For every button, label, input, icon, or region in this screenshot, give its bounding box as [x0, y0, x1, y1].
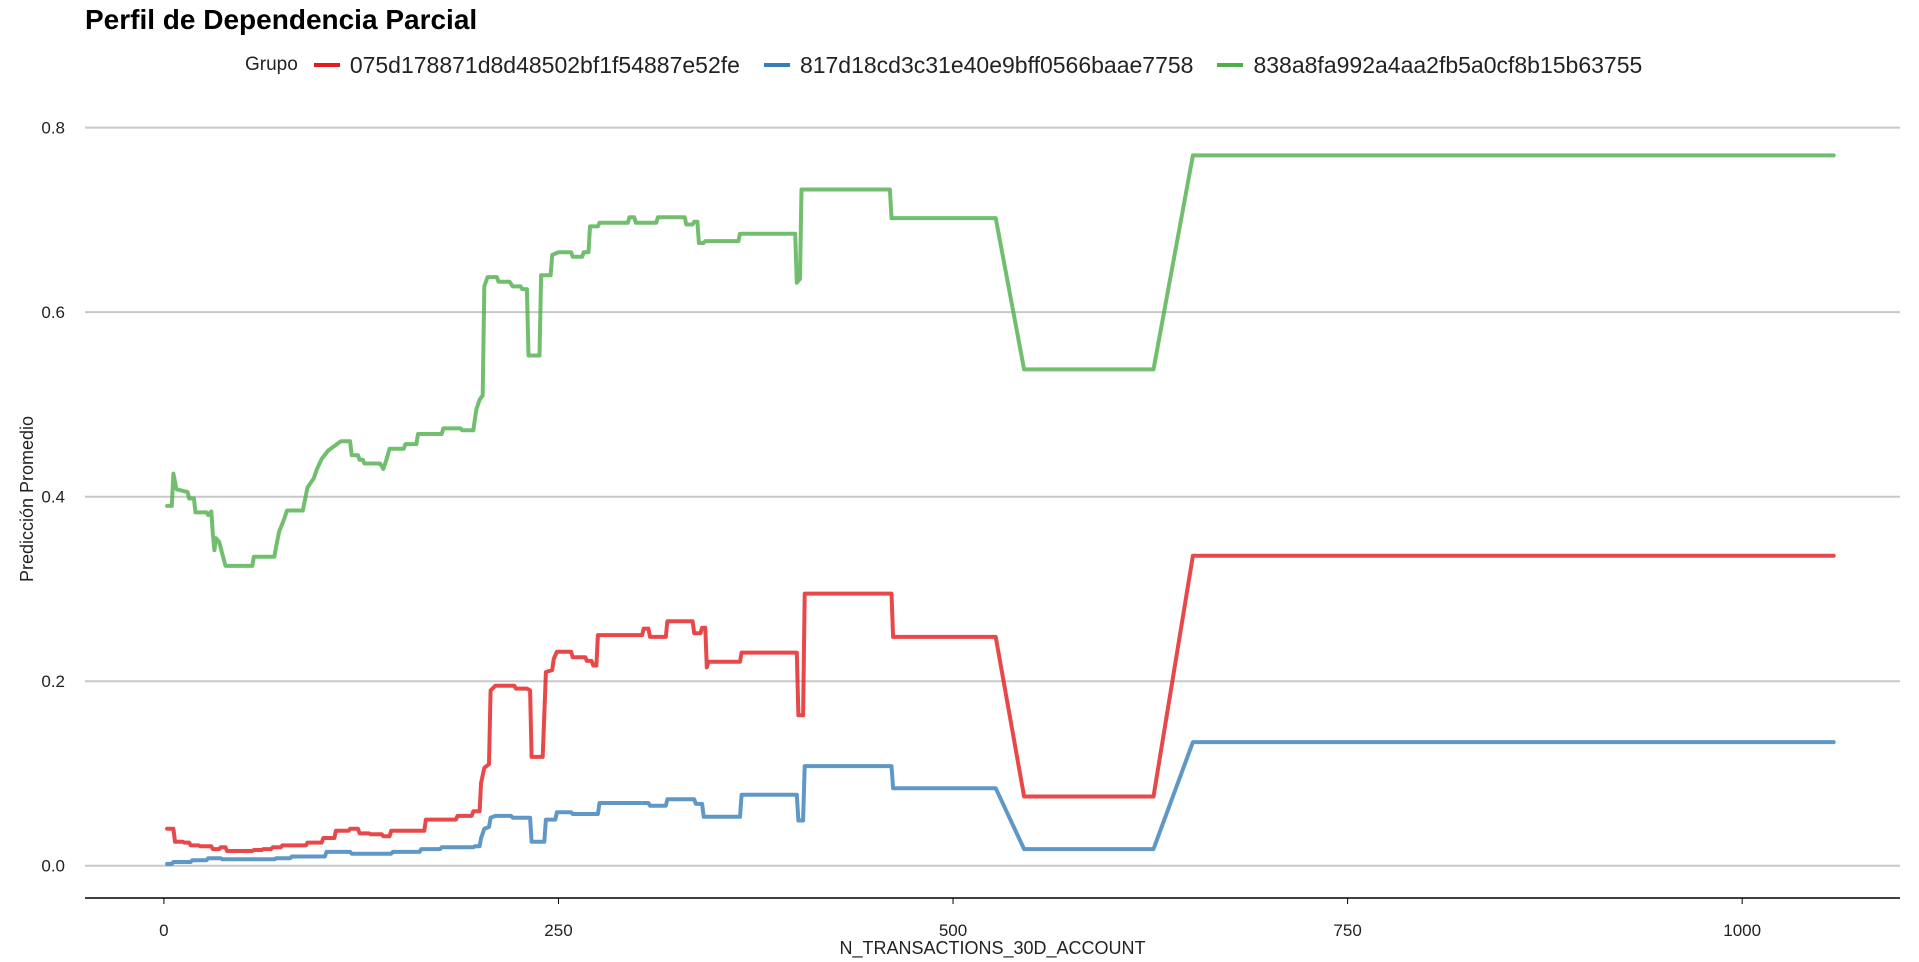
series-line-0: [165, 553, 1836, 853]
legend-title: Grupo: [245, 54, 298, 75]
x-tick-label-2: 500: [939, 921, 967, 940]
series-line-2: [165, 153, 1836, 568]
y-tick-label-0: 0.0: [41, 857, 65, 876]
legend-item-series-1: 817d18cd3c31e40e9bff0566baae7758: [763, 51, 1194, 79]
series-line-1: [165, 740, 1836, 866]
y-tick-label-4: 0.8: [41, 119, 65, 138]
legend-label-series-0: 075d178871d8d48502bf1f54887e52fe: [349, 51, 740, 78]
y-tick-label-2: 0.4: [41, 488, 65, 507]
legend: Grupo 075d178871d8d48502bf1f54887e52fe 8…: [245, 48, 1666, 82]
legend-label-series-1: 817d18cd3c31e40e9bff0566baae7758: [799, 51, 1194, 78]
legend-item-series-0: 075d178871d8d48502bf1f54887e52fe: [313, 51, 740, 79]
x-tick-label-3: 750: [1333, 921, 1361, 940]
x-axis-label: N_TRANSACTIONS_30D_ACCOUNT: [839, 938, 1145, 959]
legend-swatch-series-1: [763, 63, 790, 67]
x-tick-label-0: 0: [159, 921, 168, 940]
x-tick-label-1: 250: [544, 921, 572, 940]
legend-label-series-2: 838a8fa992a4aa2fb5a0cf8b15b63755: [1253, 51, 1643, 78]
legend-item-series-2: 838a8fa992a4aa2fb5a0cf8b15b63755: [1217, 52, 1642, 79]
y-tick-label-1: 0.2: [41, 672, 65, 691]
legend-swatch-series-0: [313, 63, 340, 67]
y-axis-label: Predicción Promedio: [17, 416, 37, 582]
y-tick-label-3: 0.6: [41, 303, 65, 322]
grid-lines: [85, 126, 1900, 867]
tick-labels: 0.0 0.2 0.4 0.6 0.8 0 250 500 750 1000: [41, 119, 1761, 940]
chart-title: Perfil de Dependencia Parcial: [85, 4, 478, 35]
legend-swatch-series-2: [1217, 63, 1244, 67]
series-lines: [165, 153, 1836, 866]
x-tick-label-4: 1000: [1723, 921, 1761, 940]
